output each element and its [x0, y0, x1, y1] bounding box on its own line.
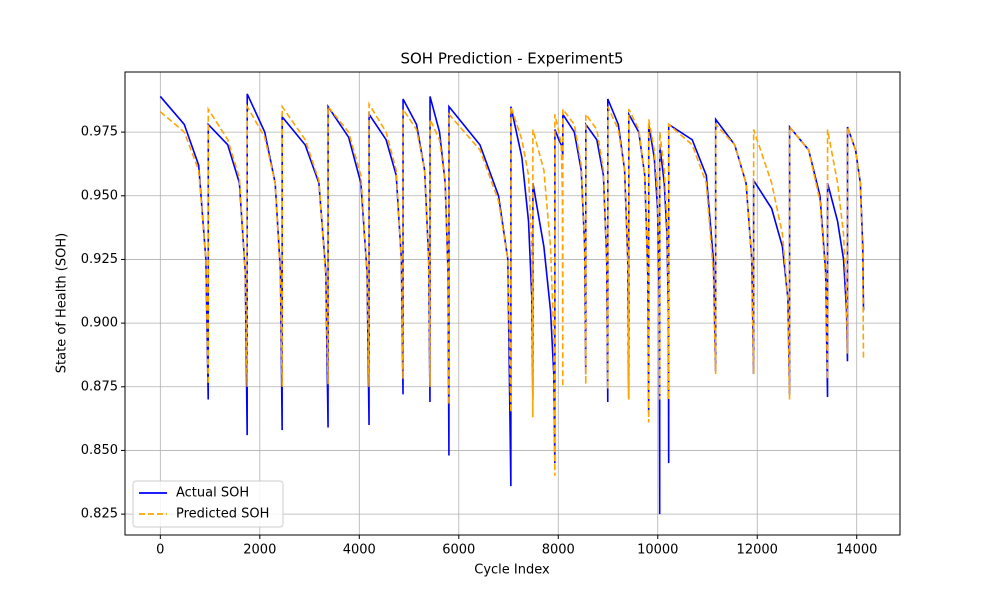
y-axis-label: State of Health (SOH) — [55, 233, 70, 373]
plot-frame — [124, 71, 901, 536]
y-tick-label: 0.900 — [81, 316, 118, 331]
legend-box — [132, 480, 284, 528]
y-tick-label: 0.850 — [81, 443, 118, 458]
x-tick-label: 2000 — [243, 543, 276, 558]
series-line — [159, 101, 865, 476]
x-tick-label: 12000 — [737, 543, 778, 558]
chart-title: SOH Prediction - Experiment5 — [400, 50, 623, 68]
legend-label: Actual SOH — [176, 486, 249, 501]
x-tick-label: 8000 — [542, 543, 575, 558]
x-tick-label: 6000 — [442, 543, 475, 558]
y-tick-label: 0.975 — [81, 125, 118, 140]
y-tick-label: 0.875 — [81, 379, 118, 394]
x-tick-label: 10000 — [637, 543, 678, 558]
x-tick-label: 0 — [156, 543, 164, 558]
x-axis-label: Cycle Index — [474, 563, 550, 578]
x-tick-label: 14000 — [836, 543, 877, 558]
y-tick-label: 0.825 — [81, 507, 118, 522]
series-line — [159, 93, 865, 515]
legend-label: Predicted SOH — [176, 507, 269, 522]
y-tick-label: 0.925 — [81, 252, 118, 267]
x-tick-label: 4000 — [343, 543, 376, 558]
y-tick-label: 0.950 — [81, 188, 118, 203]
